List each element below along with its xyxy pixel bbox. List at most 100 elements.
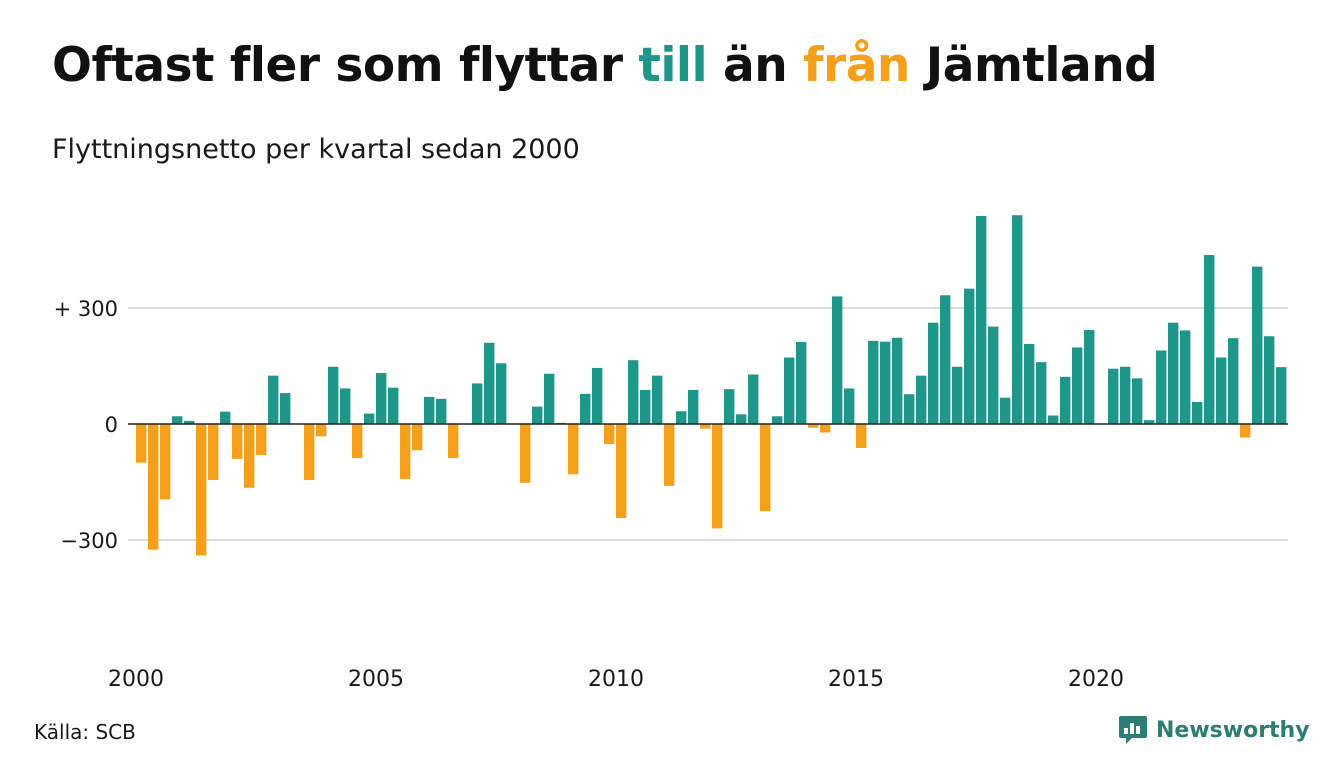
brand-name: Newsworthy [1156,717,1310,743]
bar [1072,347,1083,424]
bar [688,389,699,424]
bar [316,424,327,437]
bar [1144,420,1155,424]
title-part-3: Jämtland [909,38,1158,93]
bar [160,424,171,500]
bar [640,389,651,424]
y-tick-label: −300 [60,529,118,553]
bar [592,367,603,424]
chart-title: Oftast fler som flyttar till än från Jäm… [52,38,1158,93]
title-highlight-fran: från [803,38,910,93]
x-tick-label: 2015 [828,667,884,692]
bar [1192,401,1203,424]
bar [1048,415,1059,424]
bar [652,375,663,424]
bar [1024,343,1035,424]
bar [436,398,447,424]
bar [496,363,507,424]
bar [964,288,975,424]
bar [280,393,291,424]
bar [712,424,723,529]
bar [760,424,771,511]
bar [916,375,927,424]
bar [868,340,879,424]
bar [892,337,903,424]
bar [736,414,747,424]
bar [1180,330,1191,424]
bar [1000,397,1011,424]
bar [580,393,591,424]
bar [400,424,411,479]
bar [304,424,315,481]
bar [532,406,543,424]
bar [1216,357,1227,424]
bar [364,413,375,424]
bar [784,357,795,424]
bar [148,424,159,550]
bar [520,424,531,483]
x-tick-label: 2000 [108,667,164,692]
bar [928,322,939,424]
bar [448,424,459,459]
bar [352,424,363,459]
bar-chart: + 300 0 −300 2000 2005 2010 2015 2020 [54,215,1288,692]
bar [700,424,711,429]
bar [748,374,759,424]
bar [940,295,951,424]
bar [880,341,891,424]
bar [1108,368,1119,424]
bar [808,424,819,428]
bar [472,383,483,424]
bar [1156,350,1167,424]
x-tick-label: 2020 [1068,667,1124,692]
bar [484,342,495,424]
bar [172,416,183,424]
bar [796,342,807,424]
bar [832,296,843,424]
title-part-1: Oftast fler som flyttar [52,38,639,93]
bar [268,375,279,424]
bar [724,389,735,424]
y-tick-label: + 300 [54,297,118,321]
bar [664,424,675,486]
bar [1228,338,1239,424]
bar [988,326,999,424]
bar [904,394,915,424]
bar [1036,362,1047,424]
x-tick-label: 2010 [588,667,644,692]
chart-subtitle: Flyttningsnetto per kvartal sedan 2000 [52,134,580,165]
bar [232,424,243,459]
x-tick-label: 2005 [348,667,404,692]
bar [1084,330,1095,424]
source-note: Källa: SCB [34,720,136,744]
bar [616,424,627,518]
bar [1276,367,1287,424]
bar [340,388,351,424]
bar [244,424,255,488]
bar [604,424,615,445]
bar [376,372,387,424]
bar [568,424,579,475]
bar [1252,266,1263,424]
bar [388,387,399,424]
bar-chart-speech-bubble-icon [1119,716,1147,744]
bar [256,424,267,455]
bar [820,424,831,433]
bar [844,388,855,424]
bar [952,366,963,424]
bar [328,366,339,424]
y-tick-label: 0 [105,413,118,437]
bar [544,373,555,424]
bar [1120,366,1131,424]
bar [1204,255,1215,424]
bar [1060,376,1071,424]
bar [1132,378,1143,424]
brand: Newsworthy [1118,714,1310,746]
title-part-2: än [707,38,804,93]
bar [220,411,231,424]
bar [856,424,867,448]
bar [772,416,783,424]
bar [424,396,435,424]
bar [1240,424,1251,438]
title-highlight-till: till [638,38,708,93]
